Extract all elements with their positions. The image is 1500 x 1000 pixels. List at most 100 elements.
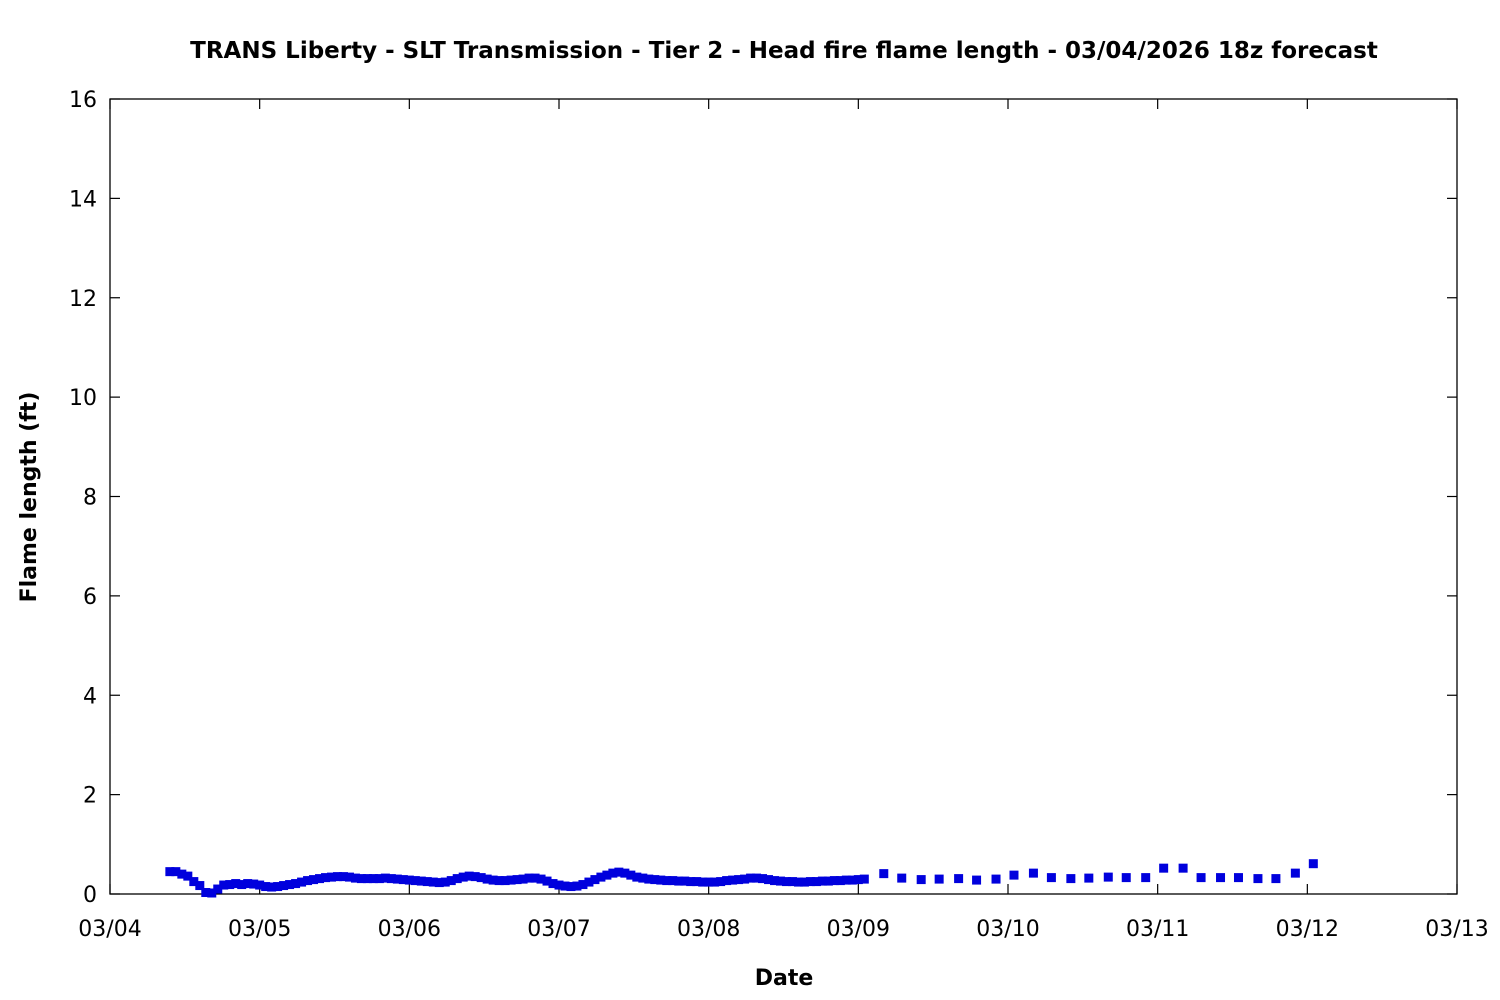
data-point: [608, 868, 618, 878]
data-point: [781, 877, 791, 887]
data-point: [350, 873, 360, 883]
data-point: [626, 870, 636, 880]
data-point: [398, 875, 408, 885]
data-point: [897, 873, 907, 883]
y-tick-label: 8: [83, 486, 97, 511]
data-point: [879, 869, 889, 879]
data-point: [530, 873, 540, 883]
data-point: [380, 873, 390, 883]
data-point: [722, 876, 732, 886]
data-point: [746, 873, 756, 883]
data-point: [231, 879, 241, 889]
data-point: [1141, 873, 1151, 883]
data-point: [488, 875, 498, 885]
data-point: [560, 881, 570, 891]
data-point: [297, 877, 307, 887]
data-point: [422, 877, 432, 887]
data-point: [500, 876, 510, 886]
data-point: [823, 876, 833, 886]
data-point: [362, 874, 372, 884]
data-point: [1028, 868, 1038, 878]
data-point: [1178, 863, 1188, 873]
data-point: [776, 876, 786, 886]
data-point: [632, 872, 642, 882]
data-point: [476, 873, 486, 883]
data-point: [1066, 874, 1076, 884]
data-point: [1046, 873, 1056, 883]
x-tick-label: 03/04: [78, 917, 141, 942]
x-axis-label: Date: [755, 966, 814, 991]
data-point: [506, 875, 516, 885]
plot-area-frame: [109, 98, 1458, 895]
data-point: [847, 875, 857, 885]
data-point: [787, 877, 797, 887]
data-point: [853, 875, 863, 885]
data-point: [1253, 874, 1263, 884]
data-point: [572, 881, 582, 891]
data-point: [344, 872, 354, 882]
data-point: [171, 867, 181, 877]
data-point: [650, 875, 660, 885]
data-point: [249, 879, 259, 889]
x-tick-label: 03/13: [1425, 917, 1488, 942]
data-point: [1308, 859, 1318, 869]
data-point: [428, 877, 438, 887]
data-point: [1009, 870, 1019, 880]
data-point: [279, 881, 289, 891]
x-axis: 03/04 03/05 03/06 03/07 03/08 03/09 03/10 03/11…: [78, 99, 1489, 942]
data-point: [817, 876, 827, 886]
data-point: [368, 874, 378, 884]
data-point: [602, 870, 612, 880]
data-series: [165, 859, 1318, 898]
data-point: [524, 873, 534, 883]
data-point: [954, 874, 964, 884]
data-point: [662, 876, 672, 886]
data-point: [434, 878, 444, 888]
data-point: [464, 871, 474, 881]
data-point: [321, 873, 331, 883]
data-point: [392, 874, 402, 884]
data-point: [183, 871, 193, 881]
data-point: [1290, 868, 1300, 878]
data-point: [219, 880, 229, 890]
data-point: [356, 874, 366, 884]
data-point: [991, 874, 1001, 884]
data-point: [548, 879, 558, 889]
data-point: [566, 882, 576, 892]
data-point: [332, 872, 342, 882]
x-tick-label: 03/05: [228, 917, 291, 942]
data-point: [225, 880, 235, 890]
data-point: [470, 872, 480, 882]
data-point: [972, 875, 982, 885]
data-point: [758, 874, 768, 884]
data-point: [213, 884, 223, 894]
x-tick-label: 03/12: [1276, 917, 1339, 942]
data-point: [811, 877, 821, 887]
x-tick-label: 03/09: [827, 917, 890, 942]
data-point: [638, 873, 648, 883]
data-point: [692, 877, 702, 887]
data-point: [698, 877, 708, 887]
data-point: [841, 875, 851, 885]
data-point: [656, 875, 666, 885]
data-point: [704, 877, 714, 887]
data-point: [404, 875, 414, 885]
data-point: [764, 875, 774, 885]
data-point: [680, 876, 690, 886]
x-tick-label: 03/06: [378, 917, 441, 942]
y-tick-label: 16: [69, 88, 97, 113]
data-point: [1196, 873, 1206, 883]
y-tick-label: 2: [83, 784, 97, 809]
data-point: [916, 875, 926, 885]
data-point: [934, 874, 944, 884]
y-tick-label: 0: [83, 883, 97, 908]
data-point: [674, 876, 684, 886]
data-point: [620, 868, 630, 878]
data-point: [805, 877, 815, 887]
data-point: [291, 879, 301, 889]
data-point: [446, 876, 456, 886]
data-point: [303, 876, 313, 886]
data-point: [740, 874, 750, 884]
data-point: [596, 872, 606, 882]
